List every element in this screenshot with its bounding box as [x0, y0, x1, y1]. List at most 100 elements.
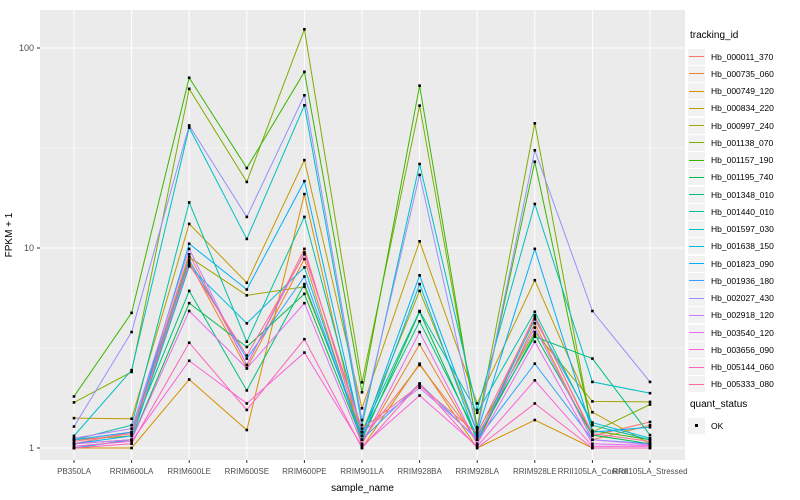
data-point-marker: [72, 425, 76, 428]
data-point-marker: [245, 363, 249, 367]
data-point-marker: [533, 122, 537, 125]
data-point-marker: [648, 446, 652, 450]
legend-item-label: Hb_001440_010: [711, 206, 774, 217]
legend-item-label: Hb_001348_010: [711, 189, 774, 200]
legend-item-Hb_001823_090: Hb_001823_090: [688, 255, 774, 272]
data-point-marker: [245, 322, 249, 325]
data-point-marker: [418, 386, 421, 390]
legend-item-label: Hb_001597_030: [711, 224, 774, 235]
legend-item-label: Hb_001138_070: [711, 137, 774, 148]
legend-item-label: Hb_000834_220: [711, 103, 774, 114]
data-point-marker: [303, 275, 306, 278]
data-point-marker: [533, 418, 537, 422]
data-point-marker: [187, 359, 191, 363]
legend-line-icon: [689, 383, 704, 385]
data-point-marker: [533, 402, 537, 405]
data-point-marker: [533, 340, 537, 344]
data-point-marker: [245, 288, 249, 291]
data-point-marker: [303, 285, 306, 289]
legend-key-swatch: [688, 203, 705, 220]
legend-rows: Hb_000011_370 Hb_000735_060 Hb_000749_120 H…: [688, 48, 774, 393]
data-point-marker: [187, 126, 191, 129]
legend-line-icon: [689, 314, 704, 316]
legend-key-swatch: [688, 152, 705, 169]
legend-line-icon: [689, 245, 704, 247]
data-point-marker: [591, 421, 594, 424]
data-point-marker: [130, 446, 133, 450]
legend-item-Hb_000834_220: Hb_000834_220: [688, 100, 774, 117]
y-tick-label: 10: [24, 243, 34, 253]
data-point-marker: [245, 367, 249, 370]
data-point-marker: [475, 434, 479, 438]
data-point-marker: [303, 282, 306, 286]
x-tick-label: RRIM928LE: [513, 467, 557, 476]
quant-legend-title: quant_status: [690, 399, 748, 410]
legend-item-Hb_000997_240: Hb_000997_240: [688, 117, 774, 134]
data-point-marker: [245, 340, 249, 344]
legend-key-swatch: [688, 83, 705, 100]
data-point-marker: [303, 301, 306, 305]
legend-line-icon: [689, 332, 704, 334]
data-point-marker: [245, 215, 249, 219]
legend-item-label: Hb_003540_120: [711, 327, 774, 338]
x-tick-label: RRII105LA_Stressed: [612, 467, 687, 476]
legend-item-Hb_002918_120: Hb_002918_120: [688, 307, 774, 324]
data-point-marker: [533, 316, 537, 319]
data-point-marker: [72, 401, 76, 404]
data-point-marker: [360, 446, 364, 450]
legend-item-label: Hb_000749_120: [711, 86, 774, 97]
data-point-marker: [418, 394, 421, 397]
legend-line-icon: [689, 194, 704, 196]
data-point-marker: [187, 255, 191, 259]
data-point-marker: [303, 257, 306, 261]
data-point-marker: [648, 438, 652, 442]
data-point-marker: [418, 173, 421, 177]
data-point-marker: [72, 440, 76, 443]
tracking-id-legend: tracking_id Hb_000011_370 Hb_000735_060 Hb…: [688, 30, 774, 393]
data-point-marker: [533, 310, 537, 314]
legend-item-label: Hb_001823_090: [711, 258, 774, 269]
data-point-marker: [187, 378, 191, 381]
data-point-marker: [475, 446, 479, 450]
data-point-marker: [533, 335, 537, 339]
data-point-marker: [360, 406, 364, 410]
data-point-marker: [245, 357, 249, 360]
data-point-marker: [360, 390, 364, 394]
x-tick-label: RRIM600SE: [225, 467, 269, 476]
data-point-marker: [533, 318, 537, 321]
x-tick-label: RRIM600PE: [282, 467, 326, 476]
data-point-marker: [245, 180, 249, 184]
data-point-marker: [418, 282, 421, 286]
legend-line-icon: [689, 90, 704, 92]
legend-item-Hb_001936_180: Hb_001936_180: [688, 272, 774, 289]
data-point-marker: [245, 237, 249, 241]
data-point-marker: [303, 179, 306, 183]
legend-item-Hb_005333_080: Hb_005333_080: [688, 376, 774, 393]
data-point-marker: [187, 262, 191, 266]
data-point-marker: [533, 326, 537, 329]
data-point-marker: [418, 362, 421, 365]
x-tick-label: RRIM928LA: [455, 467, 499, 476]
legend-line-icon: [689, 366, 704, 368]
data-point-marker: [533, 247, 537, 251]
data-point-marker: [187, 289, 191, 293]
legend-key-swatch: [688, 48, 705, 65]
legend-line-icon: [689, 176, 704, 178]
legend-item-Hb_003656_090: Hb_003656_090: [688, 341, 774, 358]
data-point-marker: [418, 330, 421, 334]
data-point-marker: [303, 192, 306, 196]
x-tick-label: RRII105LA_Control: [558, 467, 628, 476]
data-point-marker: [72, 434, 76, 438]
legend-key-swatch: [688, 221, 705, 238]
legend-key-swatch: [688, 117, 705, 134]
data-point-marker: [130, 438, 133, 442]
data-point-marker: [591, 442, 594, 446]
data-point-marker: [533, 148, 537, 152]
legend-item-label: Hb_002918_120: [711, 310, 774, 321]
data-point-marker: [130, 423, 133, 427]
data-point-marker: [130, 430, 133, 434]
data-point-marker: [475, 442, 479, 446]
data-point-marker: [360, 381, 364, 384]
